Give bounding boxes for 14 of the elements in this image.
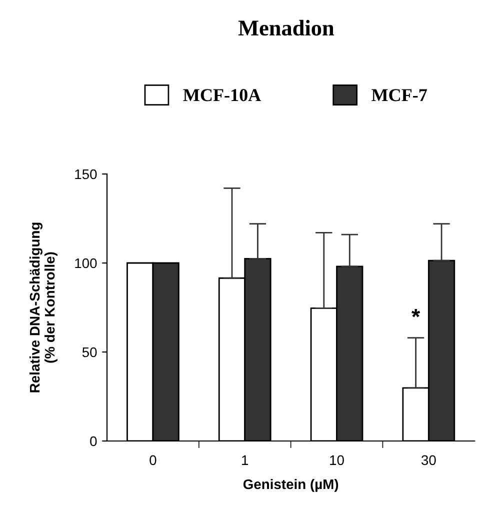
legend-label: MCF-10A (183, 89, 261, 102)
y-tick-label: 100 (75, 258, 97, 268)
chart-title: Menadion (238, 20, 334, 36)
x-axis-title: Genistein (µM) (243, 478, 338, 492)
y-tick-label: 50 (82, 347, 97, 358)
x-tick-label: 0 (150, 455, 156, 466)
x-tick-label: 30 (421, 455, 436, 466)
y-tick-label: 0 (90, 436, 97, 446)
annotation: * (412, 308, 420, 318)
legend-label: MCF-7 (372, 89, 427, 102)
y-axis-title: Relative DNA-Schädigung (% der Kontrolle) (29, 222, 58, 392)
x-tick-label: 1 (242, 455, 248, 465)
x-tick-label: 10 (330, 455, 344, 466)
y-tick-label: 150 (75, 169, 97, 180)
